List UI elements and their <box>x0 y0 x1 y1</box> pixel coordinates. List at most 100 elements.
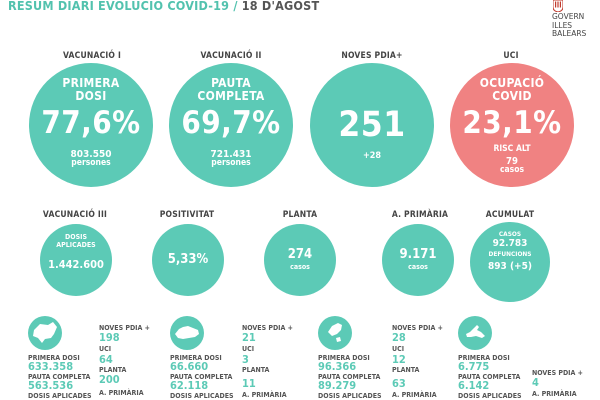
menorca-uci-value: 3 <box>242 353 249 366</box>
new-pdia-value: 251 <box>338 105 406 145</box>
menorca-full-schedule-label: PAUTA COMPLETA <box>170 373 233 381</box>
uci-cases: 79 <box>506 156 518 167</box>
eivissa-first-dose-label: PRIMERA DOSI <box>318 354 370 362</box>
accumulated-deaths-label: DEFUNCIONS <box>488 250 532 258</box>
accumulated-deaths: 893 (+5) <box>488 261 532 272</box>
menorca-ward-value: 11 <box>242 377 256 390</box>
eivissa-full-schedule-label: PAUTA COMPLETA <box>318 373 381 381</box>
menorca-ward-label: PLANTA <box>242 366 270 374</box>
mallorca-full-schedule-label: PAUTA COMPLETA <box>28 373 91 381</box>
mallorca-uci-value: 64 <box>99 353 113 366</box>
formentera-full-schedule-label: PAUTA COMPLETA <box>458 373 521 381</box>
eivissa-first-dose-value: 96.366 <box>318 360 357 373</box>
full-schedule-title-2: COMPLETA <box>197 89 265 103</box>
title-text: RESUM DIARI EVOLUCIÓ COVID-19 <box>8 0 230 13</box>
mallorca-first-dose-label: PRIMERA DOSI <box>28 354 80 362</box>
circle-positivity: 5,33% <box>152 224 224 296</box>
circle-accumulated: CASOS 92.783 DEFUNCIONS 893 (+5) <box>470 222 550 302</box>
circle-doses-applied: DOSIS APLICADES 1.442.600 <box>40 224 112 296</box>
govern-logo: GOVERN ILLES BALEARS <box>548 0 598 44</box>
first-dose-value: 77,6% <box>41 105 141 141</box>
primary-care-value: 9.171 <box>399 247 437 262</box>
label-vaccination-2: VACUNACIÓ II <box>200 51 262 61</box>
menorca-primary-label: A. PRIMÀRIA <box>242 391 287 399</box>
mallorca-primary-label: A. PRIMÀRIA <box>99 389 144 397</box>
mallorca-uci-label: UCI <box>99 345 112 353</box>
island-badge-formentera <box>458 316 492 350</box>
mallorca-map-icon <box>33 322 57 343</box>
formentera-new-pdia-value: 4 <box>532 376 539 389</box>
mallorca-ward-value: 200 <box>99 373 120 386</box>
shield-icon <box>553 0 563 12</box>
label-primary-care: A. PRIMÀRIA <box>391 210 449 220</box>
circle-full-schedule: PAUTA COMPLETA 69,7% 721.431 persones <box>169 63 293 187</box>
eivissa-uci-label: UCI <box>392 345 405 353</box>
uci-cases-unit: casos <box>499 165 525 175</box>
doses-applied-title-1: DOSIS <box>65 233 87 241</box>
menorca-first-dose-value: 66.660 <box>170 360 209 373</box>
full-schedule-unit: persones <box>211 158 251 168</box>
ward-unit: casos <box>290 263 310 271</box>
formentera-first-dose-label: PRIMERA DOSI <box>458 354 510 362</box>
uci-title-1: OCUPACIÓ <box>479 76 545 90</box>
formentera-full-schedule-value: 6.142 <box>458 379 490 392</box>
title-date: 18 D'AGOST <box>241 0 320 13</box>
menorca-full-schedule-value: 62.118 <box>170 379 209 392</box>
first-dose-title-1: PRIMERA <box>62 76 120 90</box>
mallorca-doses-applied-label: DOSIS APLICADES <box>28 392 92 400</box>
formentera-primary-label: A. PRIMÀRIA <box>532 390 577 398</box>
label-new-pdia: NOVES PDIA+ <box>341 51 403 61</box>
formentera-new-pdia-label: NOVES PDIA + <box>532 369 583 377</box>
eivissa-map-icon <box>328 323 342 342</box>
full-schedule-value: 69,7% <box>181 105 281 141</box>
label-accumulated: ACUMULAT <box>485 210 535 220</box>
label-vaccination-1: VACUNACIÓ I <box>62 51 122 61</box>
eivissa-new-pdia-value: 28 <box>392 331 406 344</box>
eivissa-ward-label: PLANTA <box>392 366 420 374</box>
formentera-map-icon <box>466 325 485 338</box>
island-badge-eivissa <box>318 316 352 350</box>
label-positivity: POSITIVITAT <box>159 210 215 220</box>
menorca-uci-label: UCI <box>242 345 255 353</box>
uci-title-2: COVID <box>492 89 532 103</box>
mallorca-full-schedule-value: 563.536 <box>28 379 74 392</box>
positivity-value: 5,33% <box>167 252 209 267</box>
full-schedule-title-1: PAUTA <box>211 76 251 90</box>
logo-text: GOVERN ILLES BALEARS <box>552 12 587 38</box>
eivissa-primary-label: A. PRIMÀRIA <box>392 391 437 399</box>
menorca-new-pdia-label: NOVES PDIA + <box>242 324 293 332</box>
label-uci: UCI <box>503 51 519 61</box>
island-badge-mallorca <box>28 316 62 350</box>
eivissa-ward-value: 63 <box>392 377 406 390</box>
menorca-doses-applied-label: DOSIS APLICADES <box>170 392 234 400</box>
doses-applied-value: 1.442.600 <box>48 258 104 271</box>
first-dose-count: 803.550 <box>70 149 112 160</box>
circle-first-dose: PRIMERA DOSI 77,6% 803.550 persones <box>29 63 153 187</box>
uci-risk: RISC ALT <box>493 144 531 154</box>
eivissa-new-pdia-label: NOVES PDIA + <box>392 324 443 332</box>
circle-uci-occupancy: OCUPACIÓ COVID 23,1% RISC ALT 79 casos <box>450 63 574 187</box>
island-badge-menorca <box>170 316 204 350</box>
full-schedule-count: 721.431 <box>210 149 252 160</box>
formentera-first-dose-value: 6.775 <box>458 360 490 373</box>
doses-applied-title-2: APLICADES <box>56 241 96 249</box>
menorca-first-dose-label: PRIMERA DOSI <box>170 354 222 362</box>
mallorca-new-pdia-label: NOVES PDIA + <box>99 324 150 332</box>
accumulated-cases-label: CASOS <box>498 230 522 238</box>
label-ward: PLANTA <box>282 210 318 220</box>
mallorca-ward-label: PLANTA <box>99 366 127 374</box>
eivissa-uci-value: 12 <box>392 353 406 366</box>
primary-care-unit: casos <box>408 263 428 271</box>
circle-primary-care: 9.171 casos <box>382 224 454 296</box>
first-dose-unit: persones <box>71 158 111 168</box>
circle-ward: 274 casos <box>264 224 336 296</box>
eivissa-doses-applied-label: DOSIS APLICADES <box>318 392 382 400</box>
formentera-doses-applied-label: DOSIS APLICADES <box>458 392 522 400</box>
menorca-new-pdia-value: 21 <box>242 331 256 344</box>
mallorca-first-dose-value: 633.358 <box>28 360 74 373</box>
first-dose-title-2: DOSI <box>75 89 107 103</box>
accumulated-cases: 92.783 <box>492 238 528 249</box>
eivissa-full-schedule-value: 89.279 <box>318 379 357 392</box>
circle-new-pdia: 251 +28 <box>310 63 434 187</box>
mallorca-new-pdia-value: 198 <box>99 331 120 344</box>
